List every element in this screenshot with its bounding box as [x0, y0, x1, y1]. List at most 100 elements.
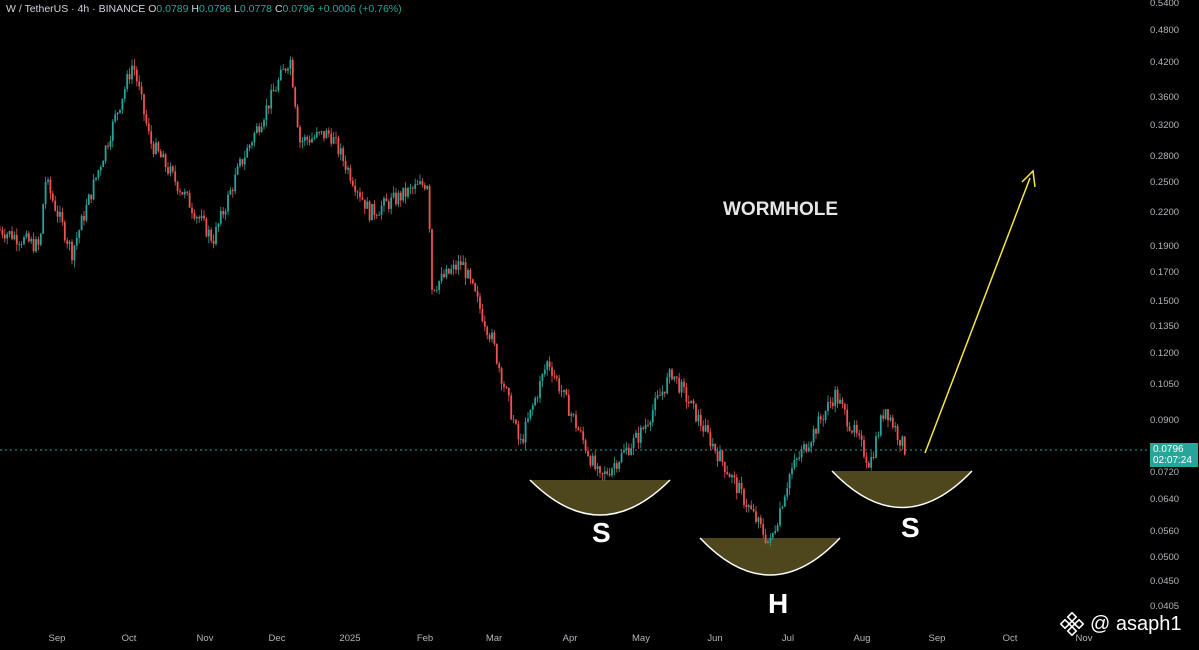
- candle-up: [690, 400, 693, 404]
- candle-down: [846, 409, 849, 427]
- candle-up: [774, 531, 777, 533]
- candle-down: [138, 81, 141, 87]
- candle-up: [248, 145, 251, 148]
- price-tick: 0.0560: [1150, 525, 1180, 537]
- candle-down: [152, 143, 155, 154]
- candle-down: [56, 210, 59, 217]
- candle-down: [159, 151, 162, 158]
- candle-down: [548, 361, 551, 368]
- candle-up: [457, 261, 460, 270]
- candle-down: [750, 505, 753, 510]
- candle-up: [311, 138, 313, 143]
- candle-down: [699, 414, 702, 426]
- candle-up: [20, 244, 23, 245]
- price-tick: 0.2800: [1150, 150, 1180, 162]
- candle-up: [603, 471, 606, 475]
- candle-up: [877, 435, 880, 437]
- candle-down: [284, 68, 287, 71]
- candle-down: [395, 192, 397, 205]
- candle-up: [217, 223, 220, 227]
- candle-up: [884, 409, 887, 419]
- candle-up: [546, 361, 549, 370]
- candle-down: [241, 159, 244, 165]
- current-price-badge: 0.0796 02:07:24: [1150, 443, 1198, 467]
- candle-down: [128, 74, 131, 80]
- candle-down: [762, 524, 765, 535]
- price-tick: 0.2500: [1150, 177, 1180, 189]
- candle-up: [529, 409, 532, 419]
- high-value: 0.0796: [199, 3, 232, 15]
- candle-down: [805, 444, 808, 452]
- candle-down: [51, 193, 54, 201]
- time-tick: Apr: [562, 633, 578, 644]
- candle-up: [92, 179, 95, 200]
- candle-up: [824, 410, 827, 421]
- candle-down: [733, 475, 736, 478]
- candle-down: [831, 402, 834, 407]
- candle-down: [714, 443, 717, 452]
- candle-down: [323, 131, 325, 139]
- candle-up: [570, 413, 573, 416]
- candle-up: [162, 154, 165, 158]
- candle-up: [35, 239, 37, 252]
- time-tick: Sep: [928, 633, 946, 644]
- candle-up: [215, 226, 217, 244]
- candle-down: [515, 420, 517, 424]
- candle-down: [594, 455, 597, 469]
- candle-down: [66, 240, 69, 244]
- head-label: H: [768, 588, 789, 619]
- binance-logo-icon: [1060, 612, 1084, 636]
- candle-down: [551, 367, 553, 376]
- candle-down: [90, 194, 93, 200]
- candle-down: [503, 383, 505, 388]
- price-tick: 0.4200: [1150, 56, 1180, 68]
- candle-up: [251, 142, 253, 146]
- candle-down: [349, 167, 352, 181]
- candle-down: [404, 187, 407, 197]
- candle-down: [829, 402, 832, 403]
- candle-up: [791, 468, 793, 475]
- candle-up: [543, 369, 546, 375]
- candle-down: [560, 391, 563, 392]
- candle-down: [687, 401, 690, 404]
- candle-down: [176, 181, 179, 192]
- candle-down: [15, 234, 18, 245]
- candle-down: [707, 425, 709, 433]
- candle-up: [407, 188, 409, 197]
- candle-up: [440, 273, 443, 282]
- candle-up: [839, 399, 841, 404]
- candle-down: [205, 218, 208, 237]
- close-value: 0.0796: [282, 3, 315, 15]
- candle-down: [37, 239, 40, 245]
- candle-up: [402, 187, 405, 201]
- candle-down: [135, 69, 138, 82]
- candle-down: [174, 171, 177, 182]
- candle-up: [901, 436, 904, 446]
- candle-up: [18, 244, 21, 246]
- candle-down: [599, 466, 601, 473]
- candle-down: [726, 472, 729, 475]
- candle-up: [519, 438, 522, 440]
- candle-up: [786, 488, 789, 497]
- candle-down: [582, 431, 585, 441]
- candle-down: [361, 197, 364, 200]
- candle-down: [740, 482, 743, 490]
- candle-down: [186, 191, 189, 193]
- candle-up: [383, 198, 385, 206]
- candle-up: [467, 269, 469, 279]
- candle-down: [692, 400, 695, 404]
- candle-down: [32, 238, 35, 252]
- candle-up: [239, 159, 241, 167]
- candle-down: [615, 463, 618, 469]
- candle-up: [798, 457, 801, 459]
- candle-up: [781, 506, 784, 509]
- candle-down: [330, 133, 333, 144]
- candle-up: [13, 234, 16, 240]
- candle-down: [83, 215, 85, 221]
- candle-down: [140, 86, 143, 95]
- candles: [0, 56, 906, 547]
- price-tick: 0.4800: [1150, 25, 1180, 37]
- candle-down: [107, 145, 109, 147]
